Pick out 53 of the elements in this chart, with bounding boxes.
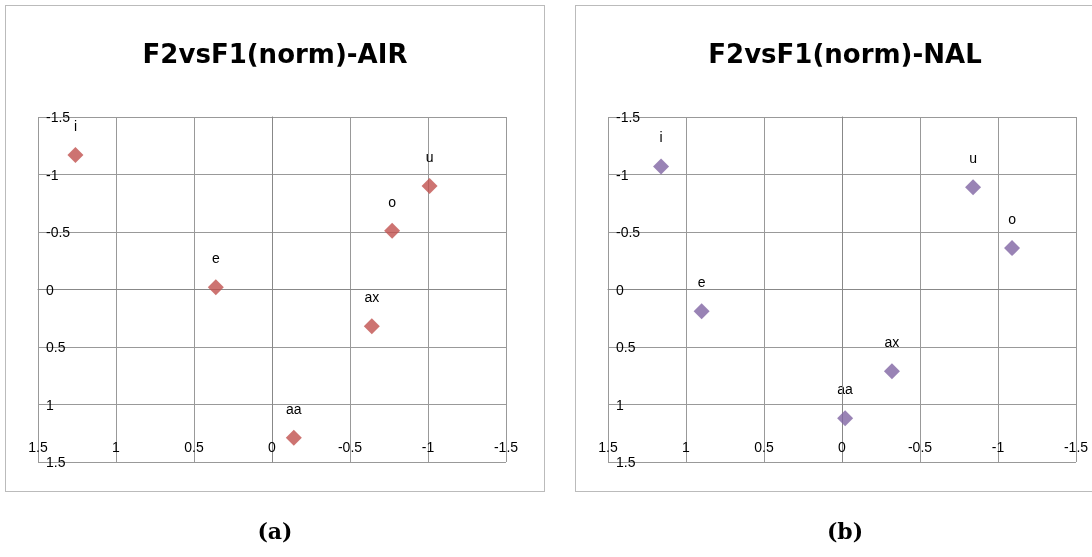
annotation: e [211, 250, 220, 267]
point [363, 318, 380, 335]
y-tick-label: -1 [616, 166, 629, 183]
y-tick-label: -0.5 [46, 224, 71, 240]
x-tick-label: 1 [682, 439, 691, 455]
annotation: aa [286, 400, 302, 417]
y-tick-label: 1.5 [616, 454, 636, 470]
point [653, 158, 670, 175]
annotation: ax [364, 289, 380, 306]
y-tick-label: -1.5 [616, 109, 641, 125]
point [883, 363, 900, 380]
y-tick-label: 1 [46, 396, 54, 413]
y-tick-label: -1.5 [46, 109, 71, 125]
x-tick-label: 0 [838, 439, 847, 455]
point [1004, 240, 1021, 257]
x-tick-label: -0.5 [907, 439, 933, 455]
point [67, 146, 84, 163]
y-tick-label: -1 [46, 166, 59, 183]
text: (a) [256, 518, 294, 544]
annotation: ax [884, 334, 900, 351]
chart-title: F2vsF1(norm)-AIR [142, 39, 408, 69]
point [207, 279, 224, 296]
x-tick-label: 0.5 [184, 439, 204, 455]
y-tick-label: 0.5 [616, 339, 636, 355]
annotation: u [969, 150, 977, 167]
y-tick-label: 0.5 [46, 339, 66, 355]
x-tick-label: -1.5 [1063, 439, 1089, 455]
annotation: u [425, 149, 434, 165]
x-tick-label: -0.5 [337, 439, 363, 455]
point [837, 410, 854, 427]
x-tick-label: 1 [112, 439, 121, 455]
point [965, 179, 982, 196]
x-tick-label: -1 [991, 439, 1005, 455]
point [693, 303, 710, 320]
annotation: i [659, 129, 663, 146]
y-tick-label: 0 [46, 281, 54, 298]
chart-title: F2vsF1(norm)-NAL [708, 39, 982, 69]
point [285, 429, 302, 446]
y-tick-label: -0.5 [616, 224, 641, 240]
annotation: i [73, 117, 77, 134]
annotation: e [697, 274, 706, 291]
text: (b) [825, 518, 865, 544]
annotation: o [1008, 211, 1017, 228]
y-tick-label: 1.5 [46, 454, 66, 470]
y-tick-label: 1 [616, 396, 624, 413]
x-tick-label: 0 [268, 439, 277, 455]
annotation: o [388, 193, 397, 210]
y-tick-label: 0 [616, 281, 624, 298]
x-tick-label: 0.5 [754, 439, 774, 455]
point [421, 178, 438, 194]
x-tick-label: -1 [421, 439, 435, 455]
point [384, 222, 401, 239]
x-tick-label: -1.5 [493, 439, 519, 455]
